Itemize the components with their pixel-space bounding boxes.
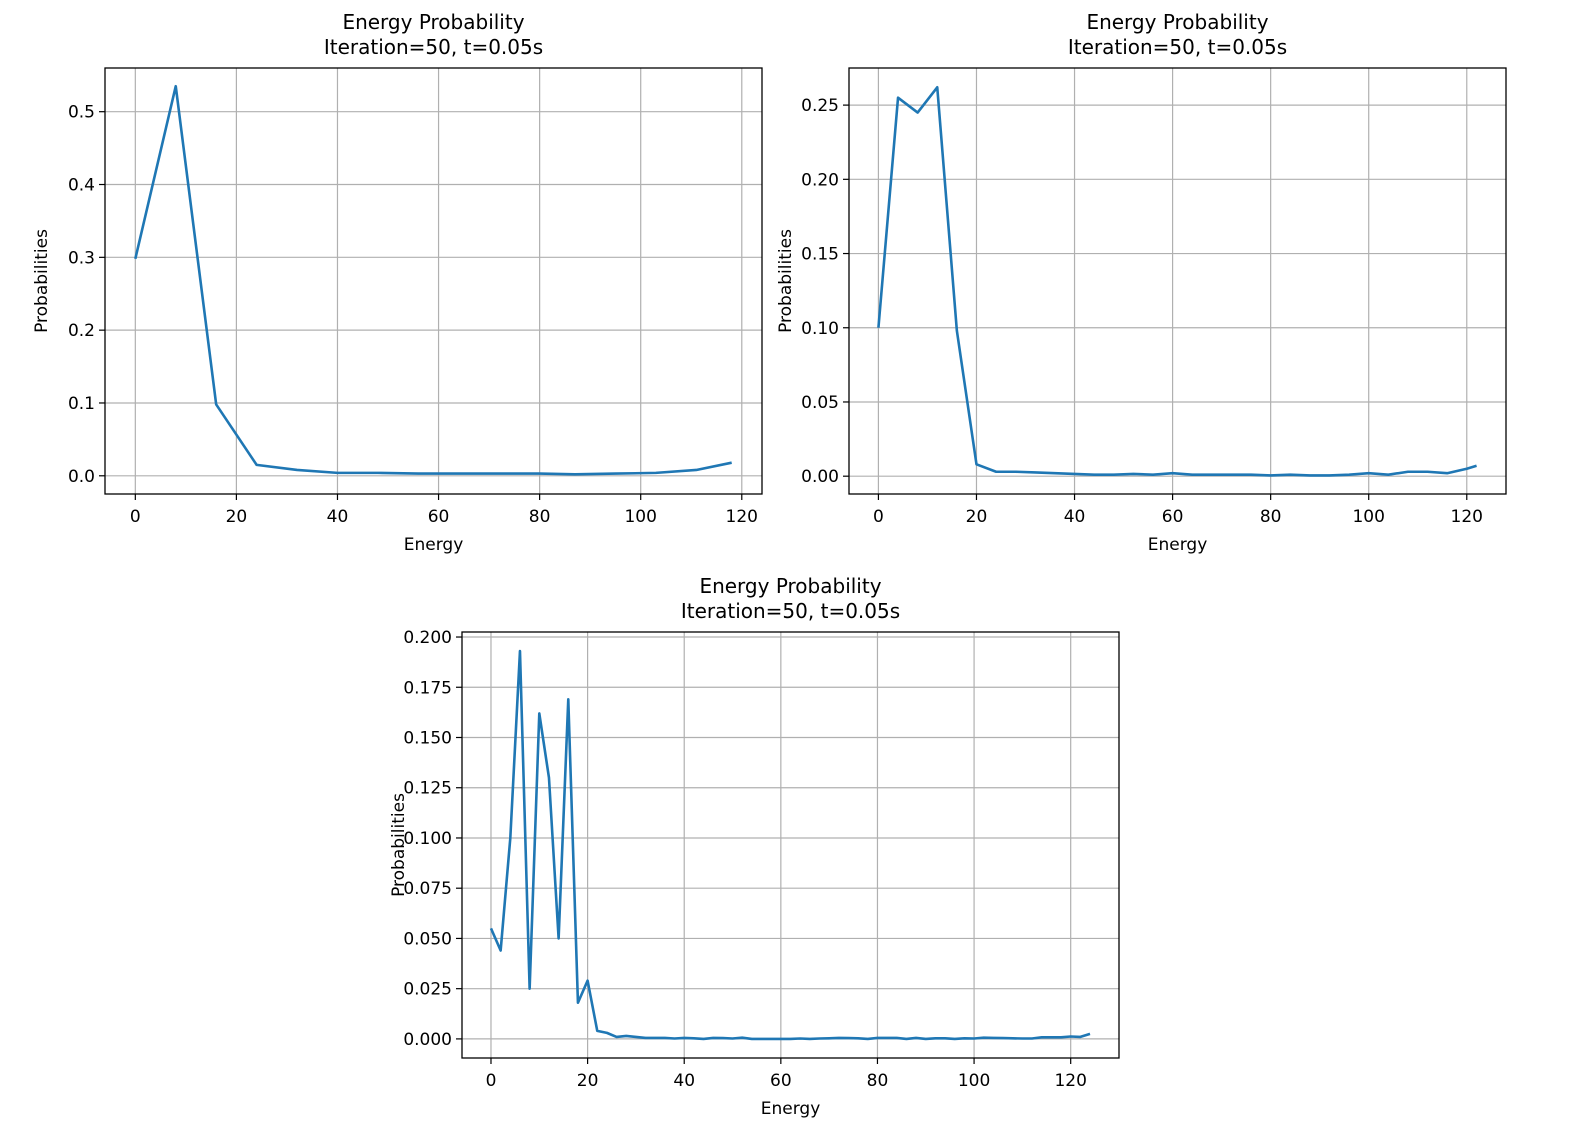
y-axis-label: Probabilities	[389, 793, 409, 897]
x-tick-label: 60	[770, 1071, 792, 1091]
x-tick-label: 60	[428, 507, 450, 527]
y-tick-label: 0.000	[403, 1030, 452, 1050]
grid	[105, 68, 762, 494]
y-tick-label: 0.2	[68, 321, 95, 341]
series-line	[134, 84, 732, 476]
chart-subtitle: Iteration=50, t=0.05s	[681, 599, 900, 623]
y-tick-label: 0.4	[68, 176, 95, 196]
chart-title: Energy Probability	[342, 10, 524, 34]
y-tick-label: 0.025	[403, 980, 452, 1000]
y-tick-label: 0.050	[403, 929, 452, 949]
x-tick-label: 20	[226, 507, 248, 527]
x-tick-label: 100	[958, 1071, 990, 1091]
x-tick-label: 40	[327, 507, 349, 527]
chart-title: Energy Probability	[1086, 10, 1268, 34]
x-tick-label: 120	[726, 507, 758, 527]
x-tick-label: 60	[1162, 507, 1184, 527]
y-tick-label: 0.1	[68, 394, 95, 414]
x-tick-label: 40	[673, 1071, 695, 1091]
series-line	[489, 649, 1091, 1041]
y-tick-label: 0.25	[801, 96, 839, 116]
grid	[849, 68, 1506, 494]
plot-frame	[104, 67, 763, 495]
series-line	[877, 86, 1477, 477]
x-tick-label: 40	[1064, 507, 1086, 527]
x-tick-label: 120	[1451, 507, 1483, 527]
x-tick-label: 20	[577, 1071, 599, 1091]
y-axis-label: Probabilities	[776, 229, 796, 333]
x-tick-label: 100	[1352, 507, 1384, 527]
y-tick-label: 0.3	[68, 248, 95, 268]
y-tick-label: 0.00	[801, 467, 839, 487]
y-tick-label: 0.15	[801, 245, 839, 265]
chart-subtitle: Iteration=50, t=0.05s	[1068, 35, 1287, 59]
x-tick-label: 0	[130, 507, 141, 527]
y-tick-label: 0.075	[403, 879, 452, 899]
x-tick-label: 0	[873, 507, 884, 527]
x-tick-label: 80	[867, 1071, 889, 1091]
y-tick-label: 0.150	[403, 728, 452, 748]
x-tick-label: 80	[529, 507, 551, 527]
plot-frame	[461, 631, 1120, 1059]
y-axis-label: Probabilities	[32, 229, 52, 333]
y-tick-label: 0.200	[403, 628, 452, 648]
y-tick-label: 0.125	[403, 779, 452, 799]
x-tick-label: 120	[1054, 1071, 1086, 1091]
grid	[462, 632, 1119, 1058]
x-tick-label: 0	[486, 1071, 497, 1091]
y-tick-label: 0.100	[403, 829, 452, 849]
plot-frame	[848, 67, 1507, 495]
x-tick-label: 20	[966, 507, 988, 527]
y-tick-label: 0.5	[68, 103, 95, 123]
chart-subtitle: Iteration=50, t=0.05s	[324, 35, 543, 59]
chart-bottom: Energy Probability Iteration=50, t=0.05s…	[389, 574, 1120, 1119]
y-tick-label: 0.20	[801, 170, 839, 190]
chart-top-left: Energy Probability Iteration=50, t=0.05s…	[32, 10, 763, 555]
y-tick-label: 0.175	[403, 678, 452, 698]
x-tick-label: 80	[1260, 507, 1282, 527]
y-tick-label: 0.05	[801, 393, 839, 413]
y-tick-label: 0.0	[68, 467, 95, 487]
chart-title: Energy Probability	[699, 574, 881, 598]
y-tick-label: 0.10	[801, 319, 839, 339]
chart-top-right: Energy Probability Iteration=50, t=0.05s…	[776, 10, 1507, 555]
x-axis-label: Energy	[1148, 535, 1208, 555]
x-tick-label: 100	[624, 507, 656, 527]
x-axis-label: Energy	[404, 535, 464, 555]
x-axis-label: Energy	[761, 1099, 821, 1119]
